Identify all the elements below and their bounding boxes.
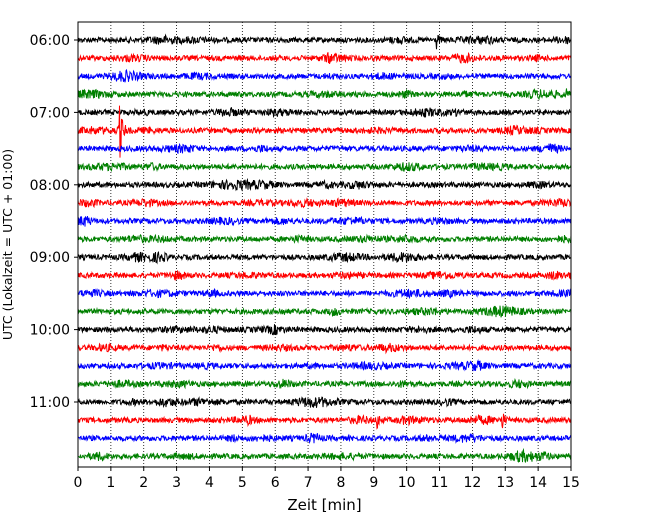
- y-tick-label: 08:00: [30, 178, 70, 194]
- x-tick-label: 14: [529, 475, 547, 491]
- x-tick-label: 7: [304, 475, 313, 491]
- trace-line: [77, 432, 572, 445]
- trace-line: [77, 270, 572, 282]
- grid-lines: [110, 22, 539, 467]
- x-tick-label: 2: [139, 475, 148, 491]
- x-tick-label: 8: [336, 475, 345, 491]
- x-tick-label: 0: [74, 475, 83, 491]
- trace-line: [77, 305, 572, 318]
- x-tick-label: 13: [496, 475, 514, 491]
- y-tick-label: 09:00: [30, 250, 70, 266]
- trace-line: [77, 287, 572, 300]
- trace-line: [77, 413, 572, 430]
- trace-line: [77, 447, 572, 463]
- trace-line: [77, 359, 572, 372]
- x-tick-label: 4: [205, 475, 214, 491]
- x-tick-label: 6: [271, 475, 280, 491]
- y-tick-label: 06:00: [30, 33, 70, 49]
- x-tick-label: 15: [562, 475, 580, 491]
- y-tick-label: 11:00: [30, 395, 70, 411]
- x-axis-label: Zeit [min]: [287, 496, 361, 514]
- x-tick-label: 3: [172, 475, 181, 491]
- y-tick-label: 10:00: [30, 323, 70, 339]
- trace-line: [77, 87, 572, 101]
- trace-line: [77, 197, 572, 209]
- trace-line: [77, 105, 572, 158]
- y-axis-label: UTC (Lokalzeit = UTC + 01:00): [0, 149, 15, 340]
- y-tick-label: 07:00: [30, 105, 70, 121]
- y-axis-ticks: 06:00 07:00 08:00 09:00 10:00 11:00: [30, 33, 78, 411]
- x-tick-label: 11: [431, 475, 449, 491]
- trace-line: [77, 342, 572, 355]
- trace-line: [77, 177, 572, 192]
- trace-line: [77, 324, 572, 336]
- trace-line: [77, 142, 572, 155]
- x-tick-label: 5: [238, 475, 247, 491]
- x-tick-label: 12: [463, 475, 481, 491]
- trace-line: [77, 33, 572, 50]
- trace-line: [77, 215, 572, 227]
- trace-line: [77, 233, 572, 245]
- x-tick-label: 9: [369, 475, 378, 491]
- seismic-traces: [77, 33, 572, 463]
- trace-line: [77, 396, 572, 409]
- trace-line: [77, 51, 572, 65]
- trace-line: [77, 107, 572, 119]
- trace-line: [77, 378, 572, 390]
- x-tick-label: 1: [106, 475, 115, 491]
- trace-line: [77, 68, 572, 83]
- plot-frame: [77, 21, 572, 468]
- trace-line: [77, 250, 572, 265]
- trace-line: [77, 161, 572, 173]
- x-tick-label: 10: [398, 475, 416, 491]
- x-axis-ticks: 0 1 2 3 4 5 6 7 8 9 10 11 12 13 14 15: [74, 467, 580, 491]
